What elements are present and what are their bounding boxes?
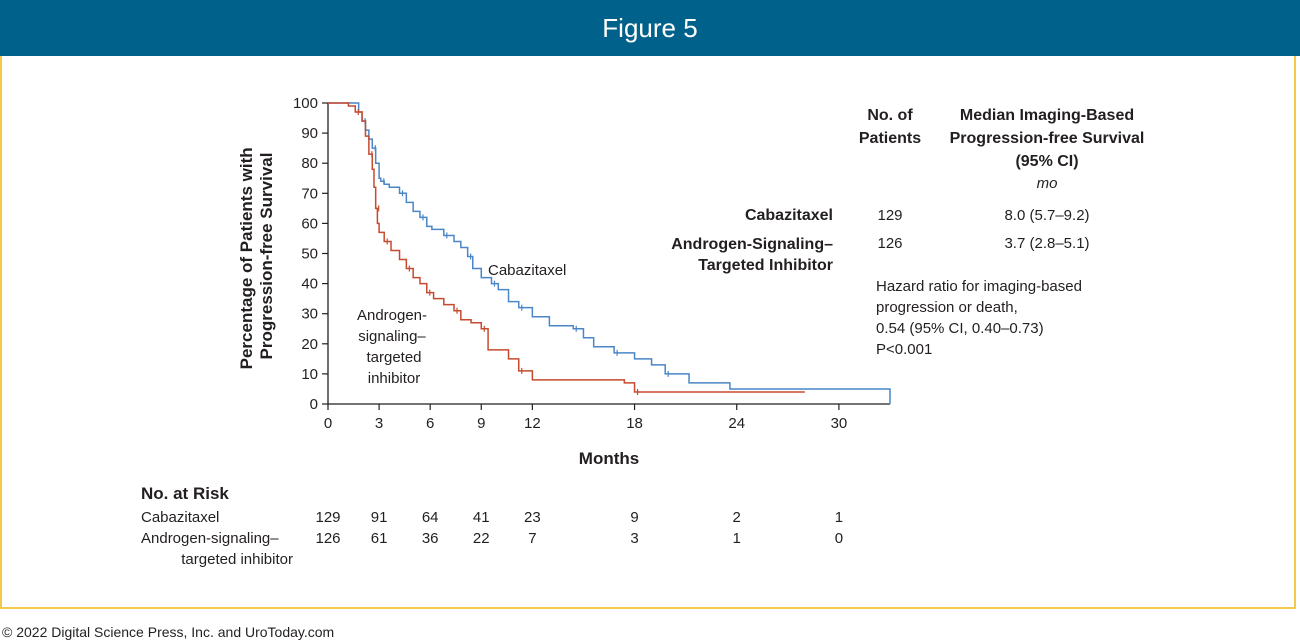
- row-cab-patients: 129: [877, 207, 902, 224]
- at-risk-cab-values: 129 91 64 41 23 9 2 1: [315, 509, 843, 526]
- hazard-line-1: Hazard ratio for imaging-based: [876, 278, 1082, 295]
- row-arsi-name-2: Targeted Inhibitor: [698, 257, 833, 274]
- y-ticks: 0 10 20 30 40 50 60 70 80 90 100: [293, 95, 328, 413]
- col-pfs-header-2: Progression-free Survival: [950, 130, 1145, 147]
- at-risk-cab-value: 9: [630, 509, 638, 526]
- row-arsi-patients: 126: [877, 235, 902, 252]
- at-risk-cab-value: 23: [524, 509, 541, 526]
- summary-table: No. of Patients Median Imaging-Based Pro…: [671, 107, 1144, 358]
- col-pfs-header-1: Median Imaging-Based: [960, 107, 1134, 124]
- col-pfs-unit: mo: [1037, 175, 1058, 192]
- y-tick-label: 50: [301, 246, 318, 263]
- at-risk-table: No. at Risk Cabazitaxel Androgen-signali…: [141, 484, 843, 568]
- at-risk-arsi-value: 22: [473, 530, 490, 547]
- at-risk-cab-value: 91: [371, 509, 388, 526]
- hazard-line-2: progression or death,: [876, 299, 1018, 316]
- cabazitaxel-curve: [328, 102, 891, 404]
- at-risk-arsi-value: 61: [371, 530, 388, 547]
- at-risk-title: No. at Risk: [141, 484, 229, 503]
- x-tick-label: 30: [831, 415, 848, 432]
- at-risk-arsi-value: 7: [528, 530, 536, 547]
- x-tick-label: 18: [626, 415, 643, 432]
- x-tick-label: 9: [477, 415, 485, 432]
- figure-title: Figure 5: [602, 13, 698, 43]
- plot-area: 0 10 20 30 40 50 60 70 80 90 100 0 3 6 9 12 18 24 30: [293, 95, 891, 432]
- label-arsi-4: inhibitor: [368, 370, 421, 387]
- hazard-line-4: P<0.001: [876, 341, 932, 358]
- y-tick-label: 30: [301, 306, 318, 323]
- col-patients-header-1: No. of: [867, 107, 913, 124]
- x-ticks: 0 3 6 9 12 18 24 30: [324, 404, 847, 432]
- at-risk-cab-value: 64: [422, 509, 439, 526]
- at-risk-arsi-value: 1: [733, 530, 741, 547]
- row-arsi-median: 3.7 (2.8–5.1): [1004, 235, 1089, 252]
- x-tick-label: 24: [728, 415, 745, 432]
- y-tick-label: 100: [293, 95, 318, 112]
- at-risk-cab-value: 129: [315, 509, 340, 526]
- col-pfs-header-3: (95% CI): [1015, 153, 1078, 170]
- y-tick-label: 40: [301, 276, 318, 293]
- label-arsi-1: Androgen-: [357, 307, 427, 324]
- at-risk-arsi-value: 3: [630, 530, 638, 547]
- at-risk-cab-label: Cabazitaxel: [141, 509, 219, 526]
- survival-curves: [328, 102, 891, 404]
- y-tick-label: 20: [301, 336, 318, 353]
- y-tick-label: 60: [301, 215, 318, 232]
- x-axis-title: Months: [579, 449, 639, 468]
- at-risk-cab-value: 1: [835, 509, 843, 526]
- at-risk-cab-value: 2: [733, 509, 741, 526]
- at-risk-cab-value: 41: [473, 509, 490, 526]
- x-tick-label: 6: [426, 415, 434, 432]
- at-risk-arsi-value: 0: [835, 530, 843, 547]
- row-cab-name: Cabazitaxel: [745, 207, 833, 224]
- y-tick-label: 70: [301, 185, 318, 202]
- at-risk-arsi-label-1: Androgen-signaling–: [141, 530, 279, 547]
- hazard-line-3: 0.54 (95% CI, 0.40–0.73): [876, 320, 1044, 337]
- at-risk-arsi-label-2: targeted inhibitor: [181, 551, 293, 568]
- at-risk-arsi-values: 126 61 36 22 7 3 1 0: [315, 530, 843, 547]
- x-tick-label: 12: [524, 415, 541, 432]
- label-arsi-3: targeted: [366, 349, 421, 366]
- x-tick-label: 0: [324, 415, 332, 432]
- arsi-curve: [328, 102, 805, 393]
- y-axis-title: Percentage of Patients with Progression-…: [237, 143, 276, 370]
- at-risk-arsi-value: 36: [422, 530, 439, 547]
- label-arsi-2: signaling–: [358, 328, 426, 345]
- figure-header: [0, 0, 1300, 56]
- figure-frame: [0, 56, 1296, 609]
- y-tick-label: 10: [301, 366, 318, 383]
- x-tick-label: 3: [375, 415, 383, 432]
- row-arsi-name-1: Androgen-Signaling–: [671, 236, 833, 253]
- label-cabazitaxel: Cabazitaxel: [488, 262, 566, 279]
- col-patients-header-2: Patients: [859, 130, 921, 147]
- copyright-footer: © 2022 Digital Science Press, Inc. and U…: [2, 624, 335, 640]
- row-cab-median: 8.0 (5.7–9.2): [1004, 207, 1089, 224]
- y-tick-label: 90: [301, 125, 318, 142]
- y-tick-label: 0: [310, 396, 318, 413]
- at-risk-arsi-value: 126: [315, 530, 340, 547]
- y-tick-label: 80: [301, 155, 318, 172]
